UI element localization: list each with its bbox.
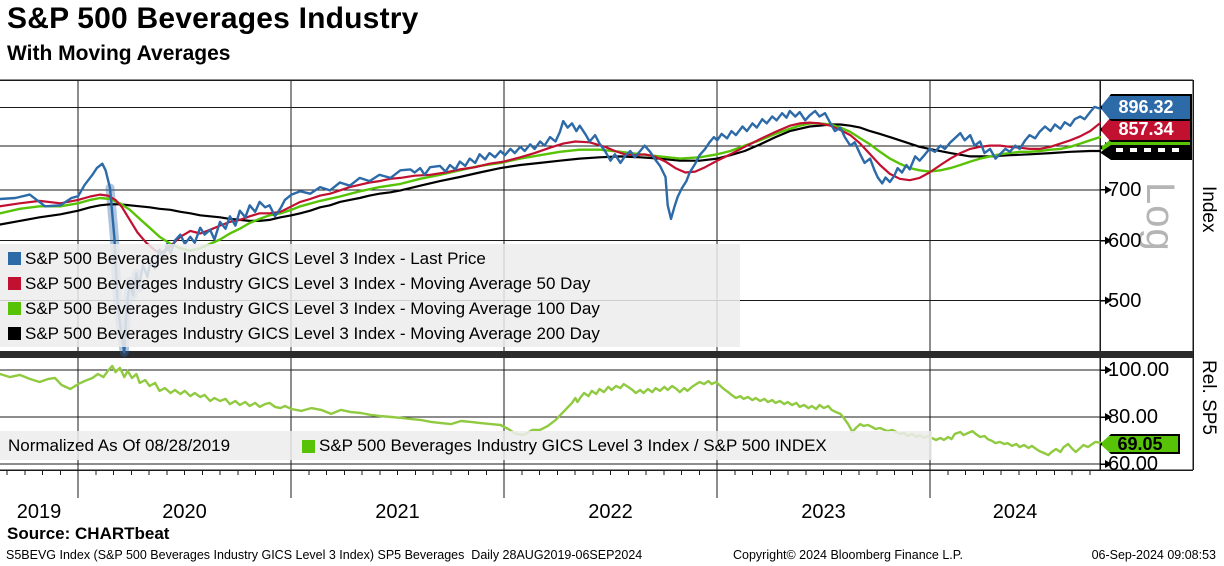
- legend-label: S&P 500 Beverages Industry GICS Level 3 …: [25, 248, 486, 268]
- relative-arrow: [1105, 366, 1112, 374]
- page-title: S&P 500 Beverages Industry: [7, 2, 419, 35]
- relative-series-swatch: [302, 439, 315, 453]
- lower-legend-label: S&P 500 Beverages Industry GICS Level 3 …: [319, 436, 827, 455]
- main-legend: S&P 500 Beverages Industry GICS Level 3 …: [0, 244, 740, 347]
- price-tick-label: 500: [1108, 289, 1142, 312]
- legend-label: S&P 500 Beverages Industry GICS Level 3 …: [25, 323, 600, 343]
- lower-legend-background: [0, 431, 932, 460]
- series-swatch: [8, 327, 21, 340]
- normalized-note: Normalized As Of 08/28/2019: [8, 436, 231, 455]
- x-tick-label-2021: 2021: [375, 501, 420, 523]
- legend-row-2[interactable]: S&P 500 Beverages Industry GICS Level 3 …: [0, 296, 740, 321]
- price-arrow: [1105, 185, 1112, 194]
- source-line: Source: CHARTbeat: [7, 524, 170, 543]
- last-price-line: [0, 105, 1102, 354]
- series-swatch: [8, 277, 21, 290]
- relative-arrow: [1105, 413, 1112, 421]
- obscured-tag-text: [1116, 148, 1182, 152]
- relative-tick-label: 80.00: [1108, 406, 1159, 428]
- ma200-line: [0, 123, 1102, 226]
- x-tick-label-2023: 2023: [801, 501, 846, 523]
- x-tick-label-2019: 2019: [16, 501, 62, 523]
- x-tick-label-2020: 2020: [162, 501, 207, 523]
- x-tick-label-2024: 2024: [992, 501, 1038, 523]
- log-scale-watermark: Log: [1138, 182, 1182, 252]
- relative-axis-label: Rel. SP5: [1198, 360, 1219, 435]
- x-tick-label-2022: 2022: [588, 501, 633, 523]
- legend-row-1[interactable]: S&P 500 Beverages Industry GICS Level 3 …: [0, 271, 740, 296]
- price-arrow: [1105, 296, 1112, 305]
- series-swatch: [8, 302, 21, 315]
- legend-label: S&P 500 Beverages Industry GICS Level 3 …: [25, 273, 591, 293]
- price-tick-label: 700: [1108, 178, 1142, 201]
- legend-row-3[interactable]: S&P 500 Beverages Industry GICS Level 3 …: [0, 321, 740, 346]
- relative-tick-label: 60.00: [1108, 453, 1159, 475]
- page-subtitle: With Moving Averages: [7, 42, 231, 65]
- lower-legend-item[interactable]: S&P 500 Beverages Industry GICS Level 3 …: [302, 436, 827, 456]
- legend-row-0[interactable]: S&P 500 Beverages Industry GICS Level 3 …: [0, 246, 740, 271]
- footer-copyright: Copyright© 2024 Bloomberg Finance L.P.: [733, 548, 963, 562]
- ma200-price-tag-hidden: [1100, 145, 1192, 160]
- ma50-price-tag: 857.34: [1100, 117, 1192, 142]
- price-arrow: [1105, 236, 1112, 245]
- price-tick-label: 600: [1108, 229, 1142, 252]
- ma100-line: [0, 122, 1102, 252]
- relative-strength-line: [0, 364, 1102, 457]
- relative-value-tag: 69.05: [1100, 434, 1180, 454]
- panel-separator: [0, 351, 1193, 358]
- last-price-tag: 896.32: [1100, 94, 1192, 121]
- ma50-line: [0, 121, 1102, 254]
- legend-label: S&P 500 Beverages Industry GICS Level 3 …: [25, 298, 600, 318]
- relative-tick-label: 100.00: [1108, 359, 1170, 381]
- footer-timestamp: 06-Sep-2024 09:08:53: [1091, 548, 1216, 562]
- footer-security-info: S5BEVG Index (S&P 500 Beverages Industry…: [6, 548, 643, 562]
- price-axis-label: Index: [1198, 186, 1219, 233]
- series-swatch: [8, 252, 21, 265]
- relative-arrow: [1105, 460, 1112, 468]
